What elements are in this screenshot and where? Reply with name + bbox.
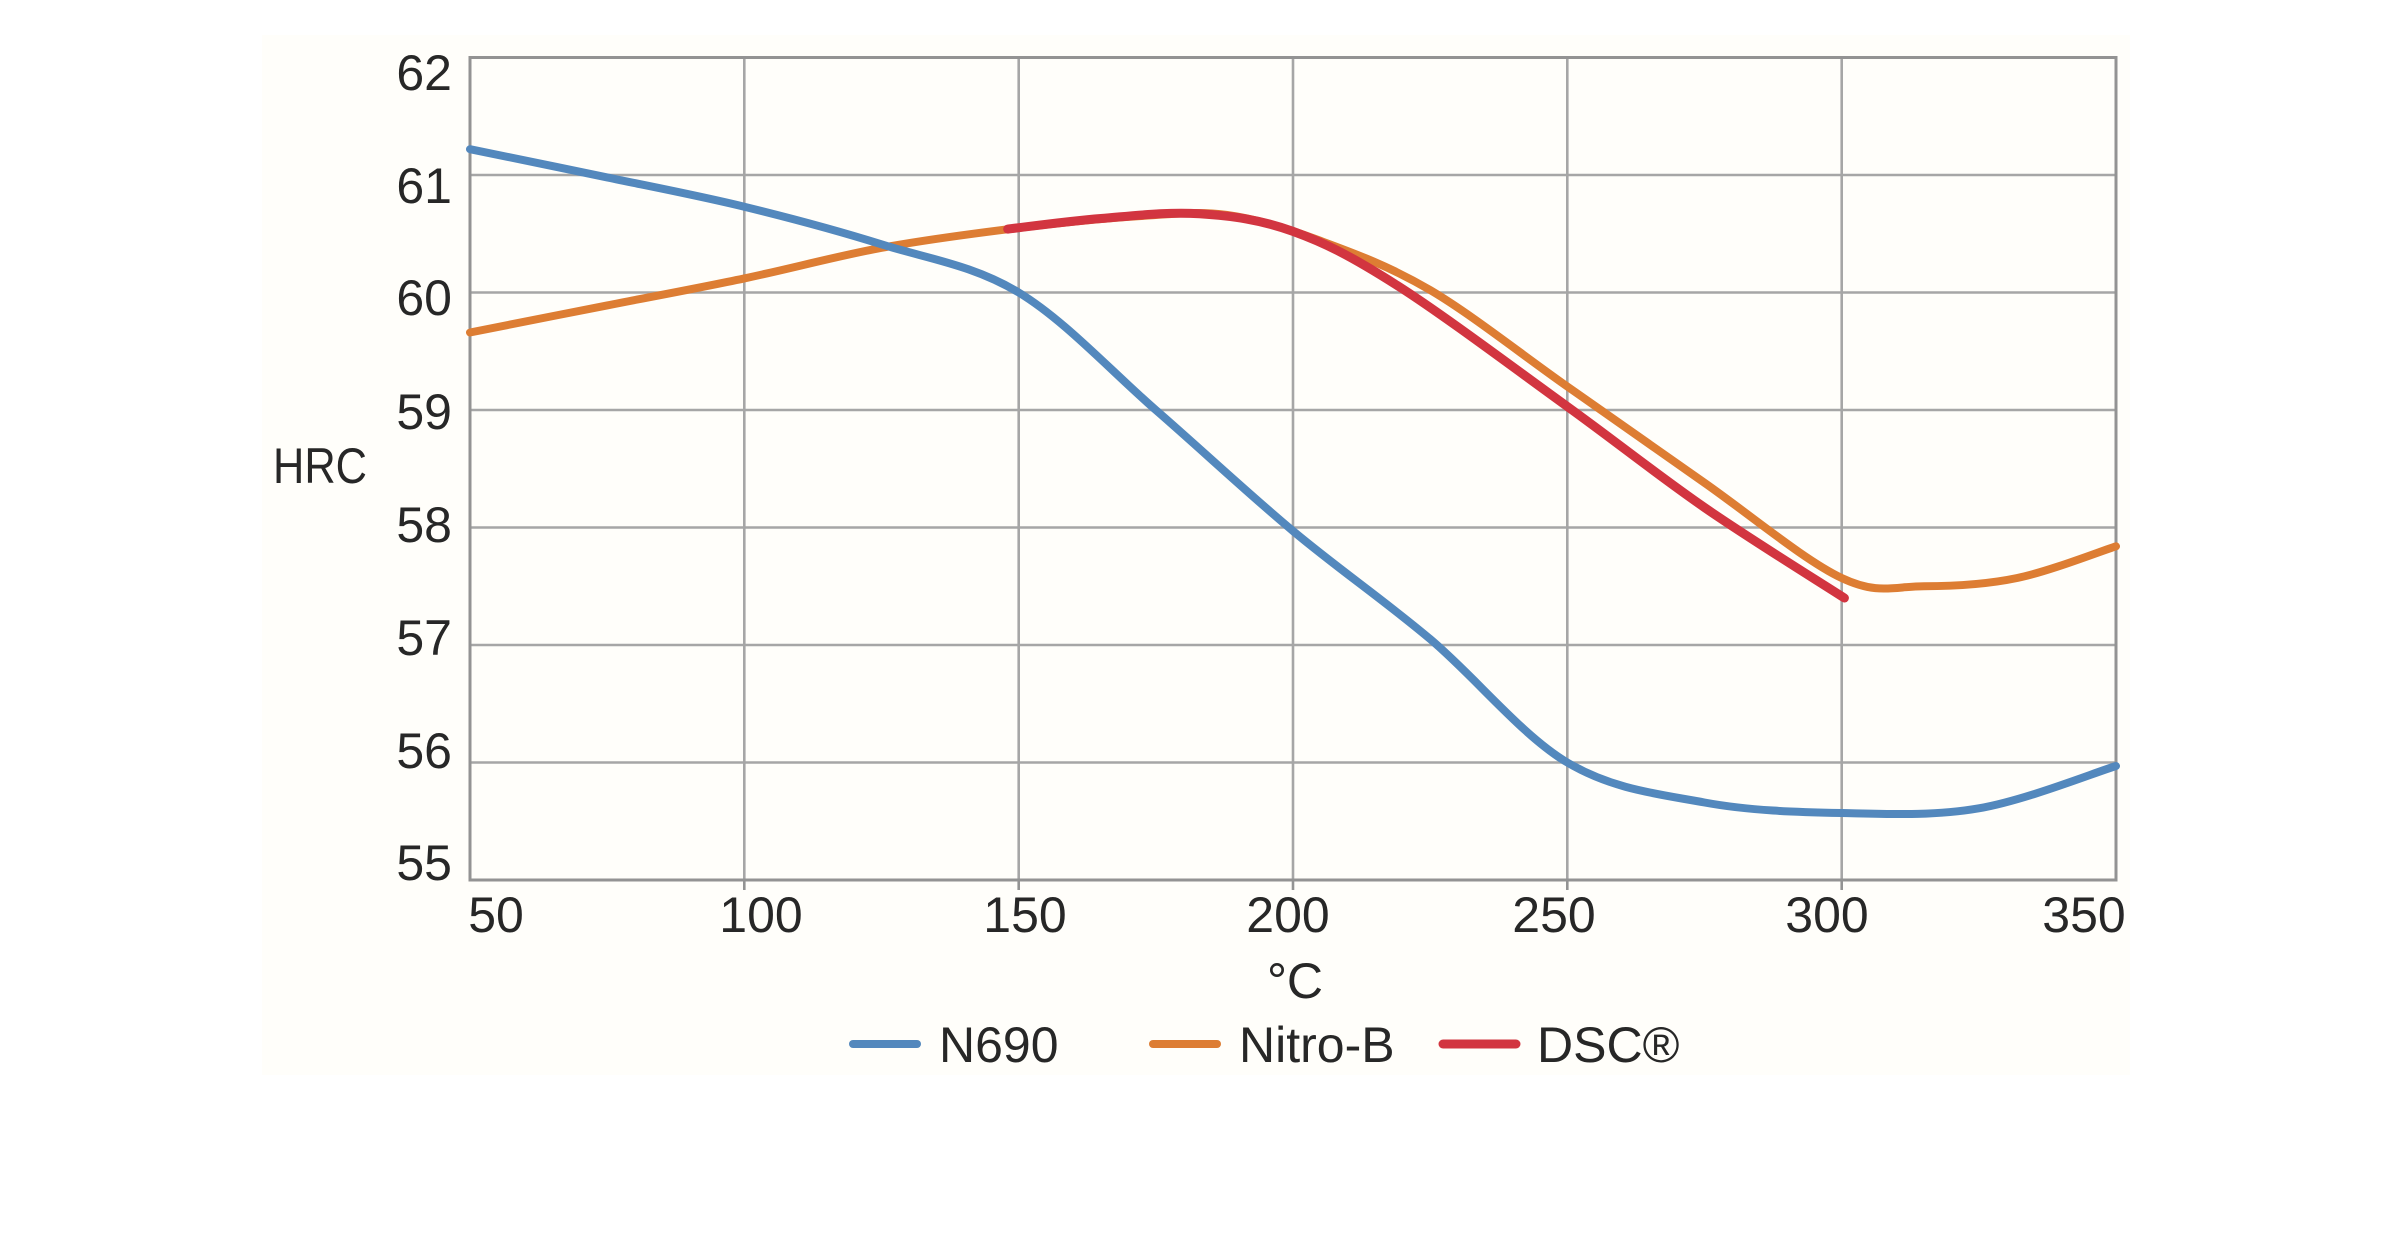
svg-text:HRC: HRC — [273, 438, 367, 494]
svg-text:55: 55 — [396, 835, 452, 891]
svg-text:Nitro-B: Nitro-B — [1239, 1017, 1395, 1073]
svg-text:62: 62 — [396, 45, 452, 101]
svg-text:DSC®: DSC® — [1537, 1017, 1680, 1073]
svg-text:N690: N690 — [939, 1017, 1059, 1073]
svg-text:59: 59 — [396, 384, 452, 440]
svg-text:50: 50 — [468, 887, 524, 943]
svg-text:60: 60 — [396, 270, 452, 326]
svg-text:58: 58 — [396, 497, 452, 553]
svg-text:300: 300 — [1785, 887, 1868, 943]
svg-text:57: 57 — [396, 610, 452, 666]
svg-text:56: 56 — [396, 723, 452, 779]
svg-text:°C: °C — [1267, 953, 1323, 1009]
svg-text:150: 150 — [983, 887, 1066, 943]
svg-text:100: 100 — [719, 887, 802, 943]
svg-text:61: 61 — [396, 158, 452, 214]
svg-text:250: 250 — [1512, 887, 1595, 943]
svg-text:200: 200 — [1246, 887, 1329, 943]
svg-text:350: 350 — [2042, 887, 2125, 943]
